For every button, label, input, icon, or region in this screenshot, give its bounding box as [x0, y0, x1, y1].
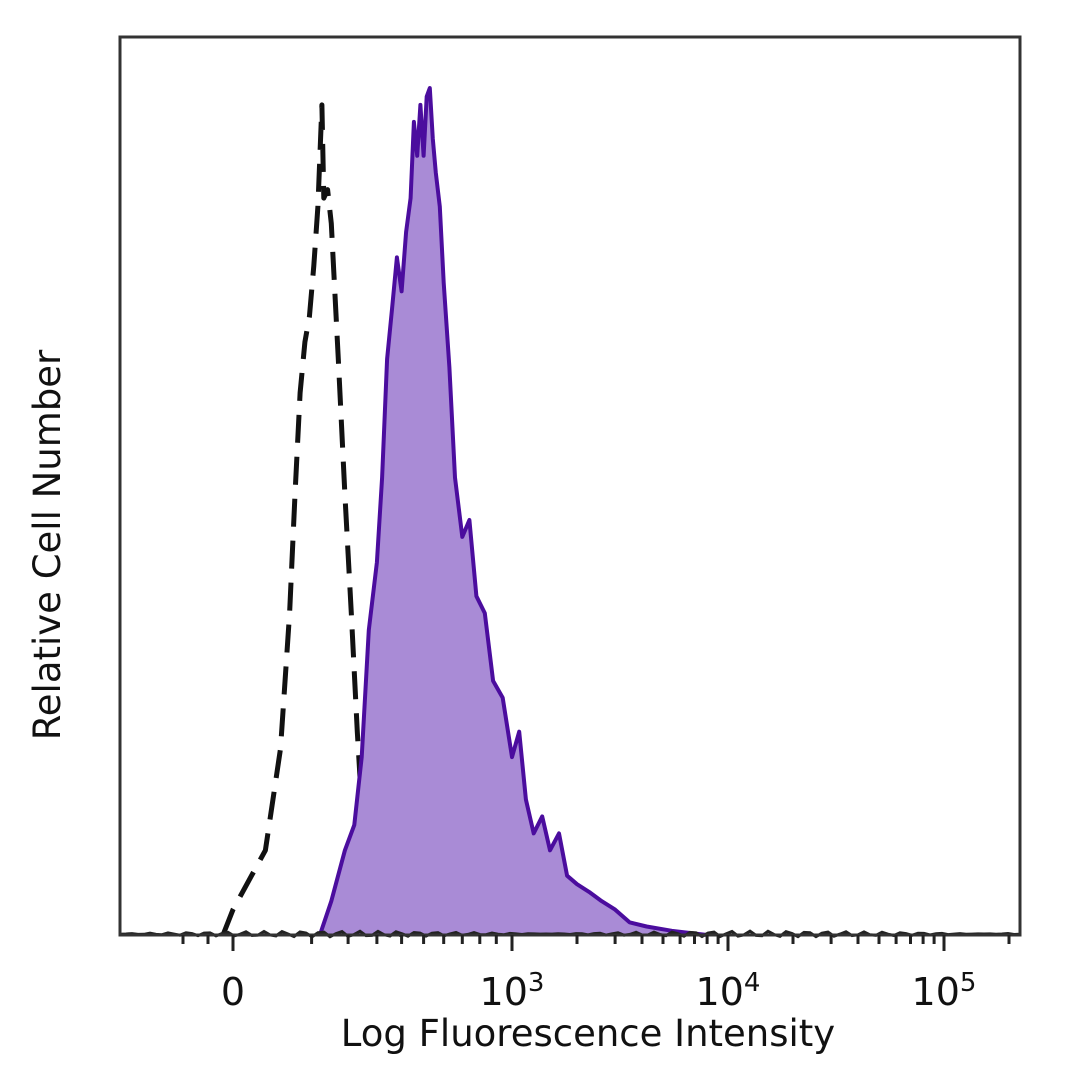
x-axis-ticks: 0 103 104 105: [181, 935, 1011, 1014]
series-1-area: [319, 88, 708, 935]
series-layer: [220, 86, 708, 938]
y-axis-label: Relative Cell Number: [26, 349, 69, 740]
x-tick-label: 0: [221, 970, 245, 1014]
plot-frame: [118, 35, 1022, 937]
x-tick-label: 103: [480, 968, 545, 1014]
x-tick-label: 105: [912, 968, 977, 1014]
x-tick-label: 104: [696, 968, 761, 1014]
x-axis-label: Log Fluorescence Intensity: [341, 1012, 835, 1055]
series-1-line: [318, 86, 708, 937]
